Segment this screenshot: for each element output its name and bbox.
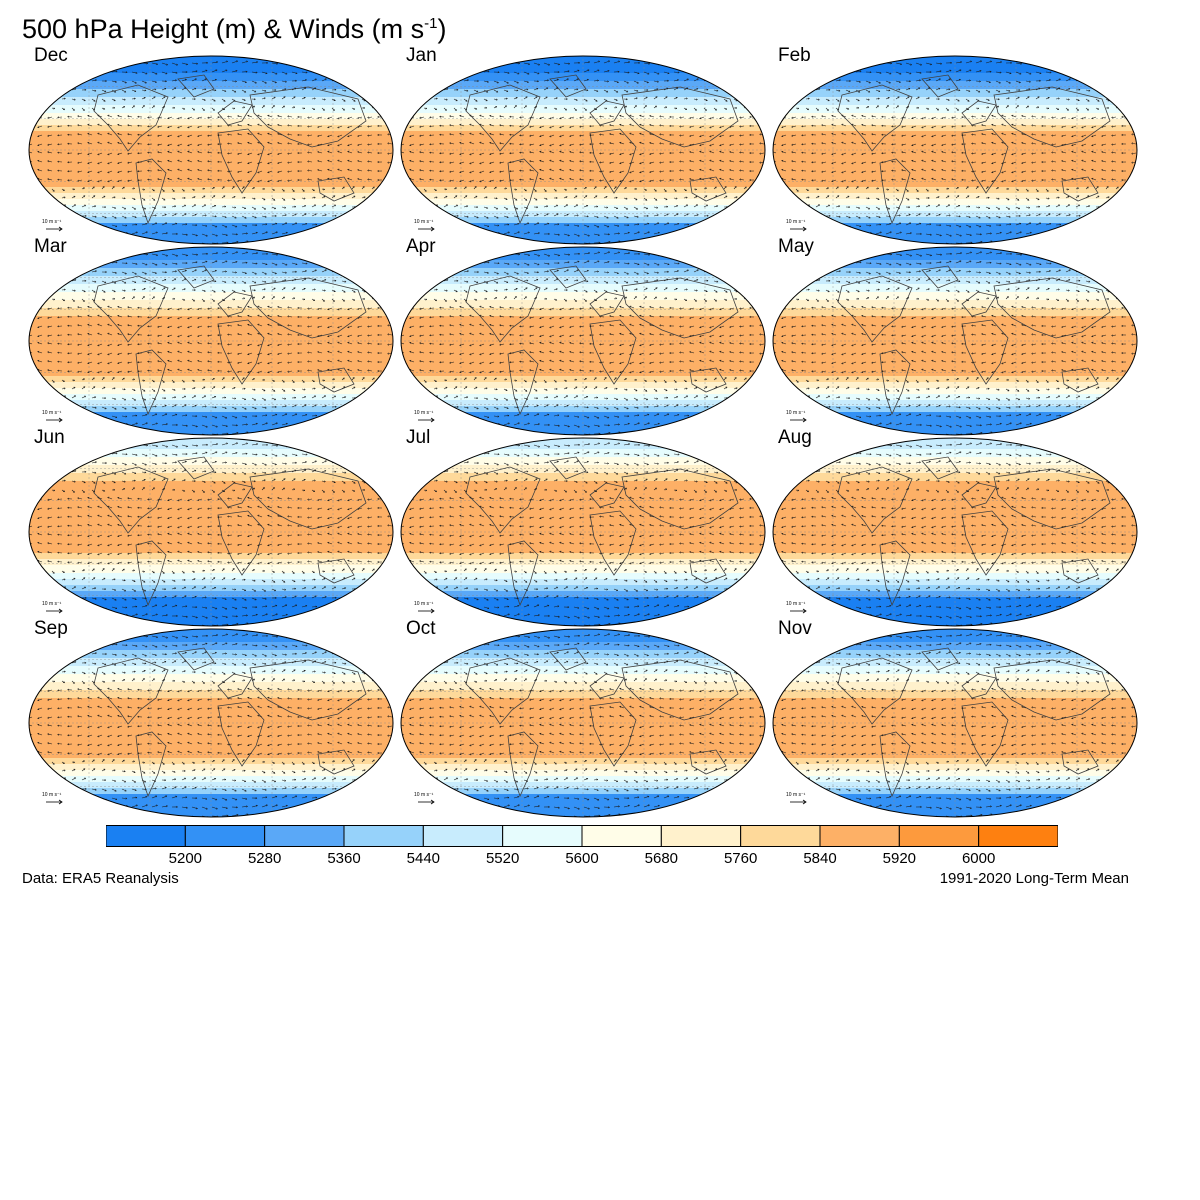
colorbar-segment: [581, 825, 662, 847]
title-closing: ): [437, 14, 447, 44]
panel-month-label: Apr: [406, 236, 436, 257]
reference-vector-label: 10 m s⁻¹: [42, 219, 62, 225]
colorbar-tick-label: 5600: [565, 850, 599, 867]
reference-vector-label: 10 m s⁻¹: [42, 792, 62, 798]
map-panel-may: May 10 m s⁻¹: [772, 236, 1138, 436]
title-superscript: -1: [424, 15, 438, 32]
reference-arrow-icon: [46, 608, 63, 614]
reference-vector-label: 10 m s⁻¹: [414, 601, 434, 607]
panel-month-label: Aug: [778, 427, 812, 448]
map-svg: [400, 246, 766, 436]
map-panel-aug: Aug 10 m s⁻¹: [772, 427, 1138, 627]
panel-month-label: Nov: [778, 618, 812, 639]
map-panel-jun: Jun 10 m s⁻¹: [28, 427, 394, 627]
colorbar-tick-label: 5520: [485, 850, 520, 867]
map-panel-apr: Apr 10 m s⁻¹: [400, 236, 766, 436]
map-panel-jul: Jul 10 m s⁻¹: [400, 427, 766, 627]
reference-vector-label: 10 m s⁻¹: [42, 410, 62, 416]
map-svg: [772, 628, 1138, 818]
data-source-label: Data: ERA5 Reanalysis: [22, 870, 179, 887]
colorbar-tick-label: 5760: [723, 850, 758, 867]
colorbar-tick-label: 5200: [168, 850, 203, 867]
colorbar-segment: [184, 825, 266, 847]
colorbar-tick-label: 5680: [644, 850, 679, 867]
colorbar-tick-label: 5840: [803, 850, 837, 867]
colorbar-svg: [106, 825, 1058, 847]
reference-arrow-icon: [790, 417, 807, 423]
reference-vector-label: 10 m s⁻¹: [414, 219, 434, 225]
map-svg: [28, 246, 394, 436]
map-svg: [28, 55, 394, 245]
colorbar-tick-label: 5440: [406, 850, 441, 867]
colorbar-segment: [422, 825, 504, 847]
reference-vector-label: 10 m s⁻¹: [786, 601, 806, 607]
figure-title: 500 hPa Height (m) & Winds (m s-1): [22, 6, 446, 47]
map-svg: [28, 437, 394, 627]
map-svg: [772, 246, 1138, 436]
reference-arrow-icon: [418, 417, 435, 423]
map-svg: [400, 437, 766, 627]
colorbar-tick-label: 5920: [882, 850, 917, 867]
panel-month-label: Jun: [34, 427, 65, 448]
reference-arrow-icon: [790, 799, 807, 805]
reference-vector-label: 10 m s⁻¹: [786, 219, 806, 225]
reference-arrow-icon: [418, 226, 435, 232]
colorbar-tick-labels: 5200 5280 5360 5440 5520 5600 5680 5760 5840 5920…: [106, 850, 1058, 870]
map-panel-mar: Mar 10 m s⁻¹: [28, 236, 394, 436]
panel-month-label: Mar: [34, 236, 67, 257]
map-svg: [400, 628, 766, 818]
panel-month-label: May: [778, 236, 814, 257]
title-text: 500 hPa Height (m) & Winds (m s: [22, 14, 425, 44]
colorbar-tick-label: 5280: [247, 850, 282, 867]
reference-vector-label: 10 m s⁻¹: [414, 410, 434, 416]
colorbar-segment: [106, 825, 186, 847]
colorbar: [106, 825, 1058, 847]
map-svg: [28, 628, 394, 818]
panel-month-label: Sep: [34, 618, 68, 639]
reference-arrow-icon: [418, 799, 435, 805]
colorbar-segment: [978, 825, 1058, 847]
colorbar-segment: [740, 825, 821, 847]
map-svg: [772, 55, 1138, 245]
reference-vector-label: 10 m s⁻¹: [786, 792, 806, 798]
colorbar-segment: [898, 825, 980, 847]
reference-vector-label: 10 m s⁻¹: [42, 601, 62, 607]
panel-month-label: Jul: [406, 427, 431, 448]
reference-vector-label: 10 m s⁻¹: [414, 792, 434, 798]
reference-arrow-icon: [790, 608, 807, 614]
panel-month-label: Jan: [406, 45, 437, 66]
map-panel-sep: Sep 10 m s⁻¹: [28, 618, 394, 818]
panel-month-label: Dec: [34, 45, 68, 66]
reference-vector-label: 10 m s⁻¹: [786, 410, 806, 416]
colorbar-segment: [343, 825, 424, 847]
reference-arrow-icon: [418, 608, 435, 614]
map-svg: [772, 437, 1138, 627]
map-panel-dec: Dec 10 m s⁻¹: [28, 45, 394, 245]
colorbar-segment: [819, 825, 900, 847]
map-panel-nov: Nov 10 m s⁻¹: [772, 618, 1138, 818]
colorbar-segment: [660, 825, 742, 847]
panel-month-label: Oct: [406, 618, 436, 639]
reference-arrow-icon: [46, 226, 63, 232]
reference-arrow-icon: [46, 417, 63, 423]
reference-arrow-icon: [46, 799, 63, 805]
reference-arrow-icon: [790, 226, 807, 232]
panel-month-label: Feb: [778, 45, 811, 66]
colorbar-tick-label: 5360: [327, 850, 361, 867]
map-panel-jan: Jan 10 m s⁻¹: [400, 45, 766, 245]
colorbar-segment: [502, 825, 583, 847]
colorbar-tick-label: 6000: [961, 850, 996, 867]
colorbar-segment: [264, 825, 345, 847]
period-label: 1991-2020 Long-Term Mean: [939, 870, 1129, 887]
map-panel-feb: Feb 10 m s⁻¹: [772, 45, 1138, 245]
map-svg: [400, 55, 766, 245]
map-panel-oct: Oct 10 m s⁻¹: [400, 618, 766, 818]
